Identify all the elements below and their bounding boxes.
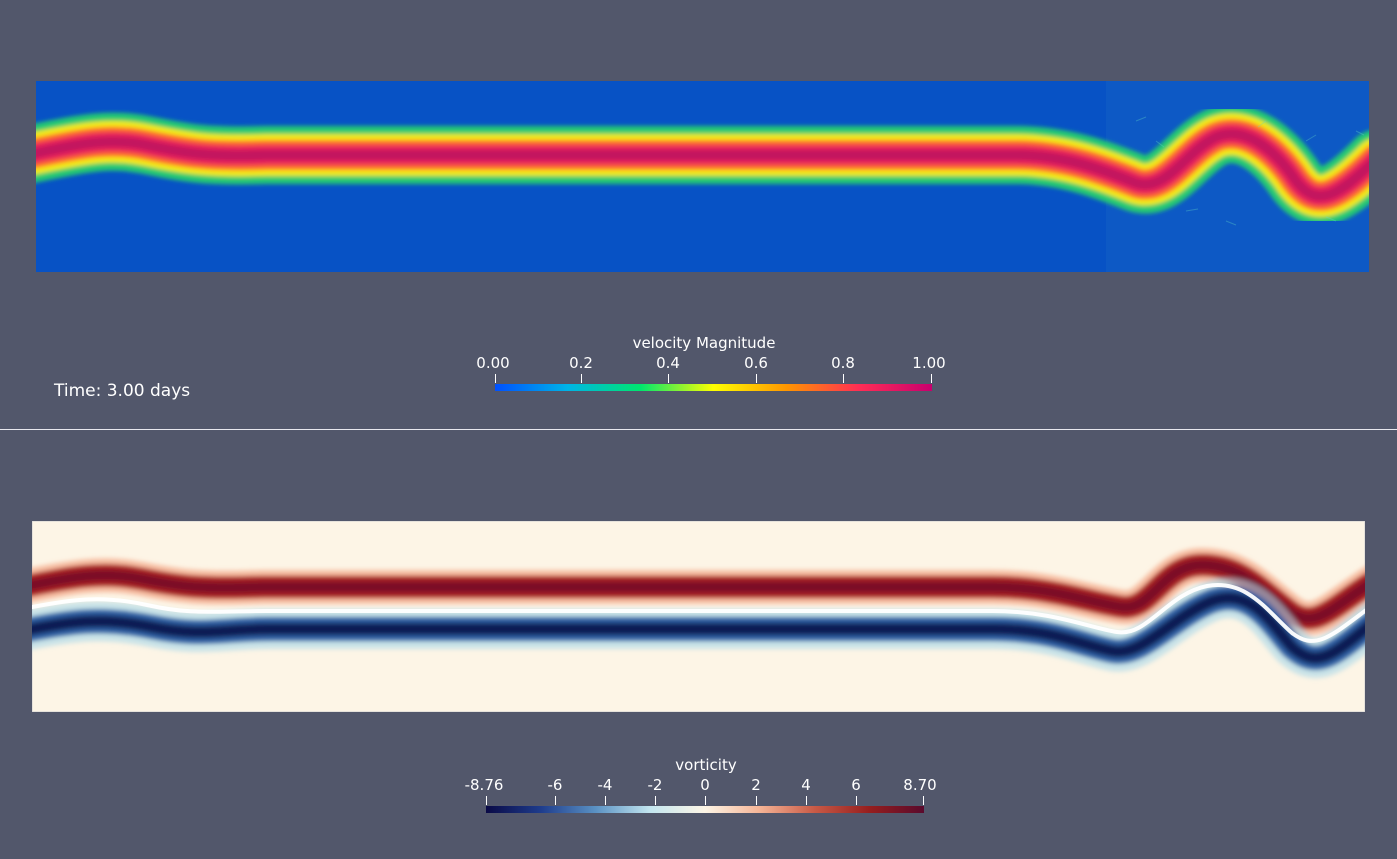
vorticity-tick [486, 796, 487, 805]
vorticity-tick [756, 796, 757, 805]
velocity-magnitude-field [36, 81, 1369, 272]
velocity-tick-label: 0.4 [656, 354, 680, 372]
velocity-tick [668, 374, 669, 383]
vorticity-tick [856, 796, 857, 805]
velocity-tick-label: 0.8 [831, 354, 855, 372]
velocity-render-view[interactable]: velocity Magnitude 0.00 0.2 0.4 0.6 0.8 … [0, 0, 1397, 429]
vorticity-tick-label: -2 [647, 776, 663, 794]
vorticity-colorbar [486, 806, 924, 813]
vorticity-tick-label: 6 [851, 776, 861, 794]
velocity-tick-label: 0.2 [569, 354, 593, 372]
velocity-colorbar-title: velocity Magnitude [632, 334, 776, 352]
velocity-tick-label: 1.00 [912, 354, 946, 372]
vorticity-tick [655, 796, 656, 805]
vorticity-tick-label: -8.76 [464, 776, 504, 794]
vorticity-tick [806, 796, 807, 805]
vorticity-render-view[interactable]: vorticity -8.76 -6 -4 -2 0 2 4 6 8.70 [0, 430, 1397, 859]
vorticity-tick-label: 8.70 [903, 776, 937, 794]
velocity-tick [843, 374, 844, 383]
velocity-tick-label: 0.6 [744, 354, 768, 372]
velocity-tick-label: 0.00 [476, 354, 510, 372]
time-annotation: Time: 3.00 days [54, 381, 191, 401]
velocity-tick [581, 374, 582, 383]
velocity-colorbar [495, 384, 932, 391]
vorticity-tick-label: -6 [547, 776, 563, 794]
velocity-tick [756, 374, 757, 383]
vorticity-colorbar-title: vorticity [675, 756, 737, 774]
vorticity-field [32, 521, 1365, 712]
vorticity-tick [705, 796, 706, 805]
vorticity-tick [555, 796, 556, 805]
velocity-tick [931, 374, 932, 383]
view-splitter[interactable] [0, 429, 1397, 430]
vorticity-tick-label: 4 [801, 776, 811, 794]
vorticity-tick [923, 796, 924, 805]
vorticity-tick-label: 0 [700, 776, 710, 794]
velocity-tick [495, 374, 496, 383]
vorticity-tick [605, 796, 606, 805]
vorticity-tick-label: 2 [751, 776, 761, 794]
vorticity-tick-label: -4 [597, 776, 613, 794]
